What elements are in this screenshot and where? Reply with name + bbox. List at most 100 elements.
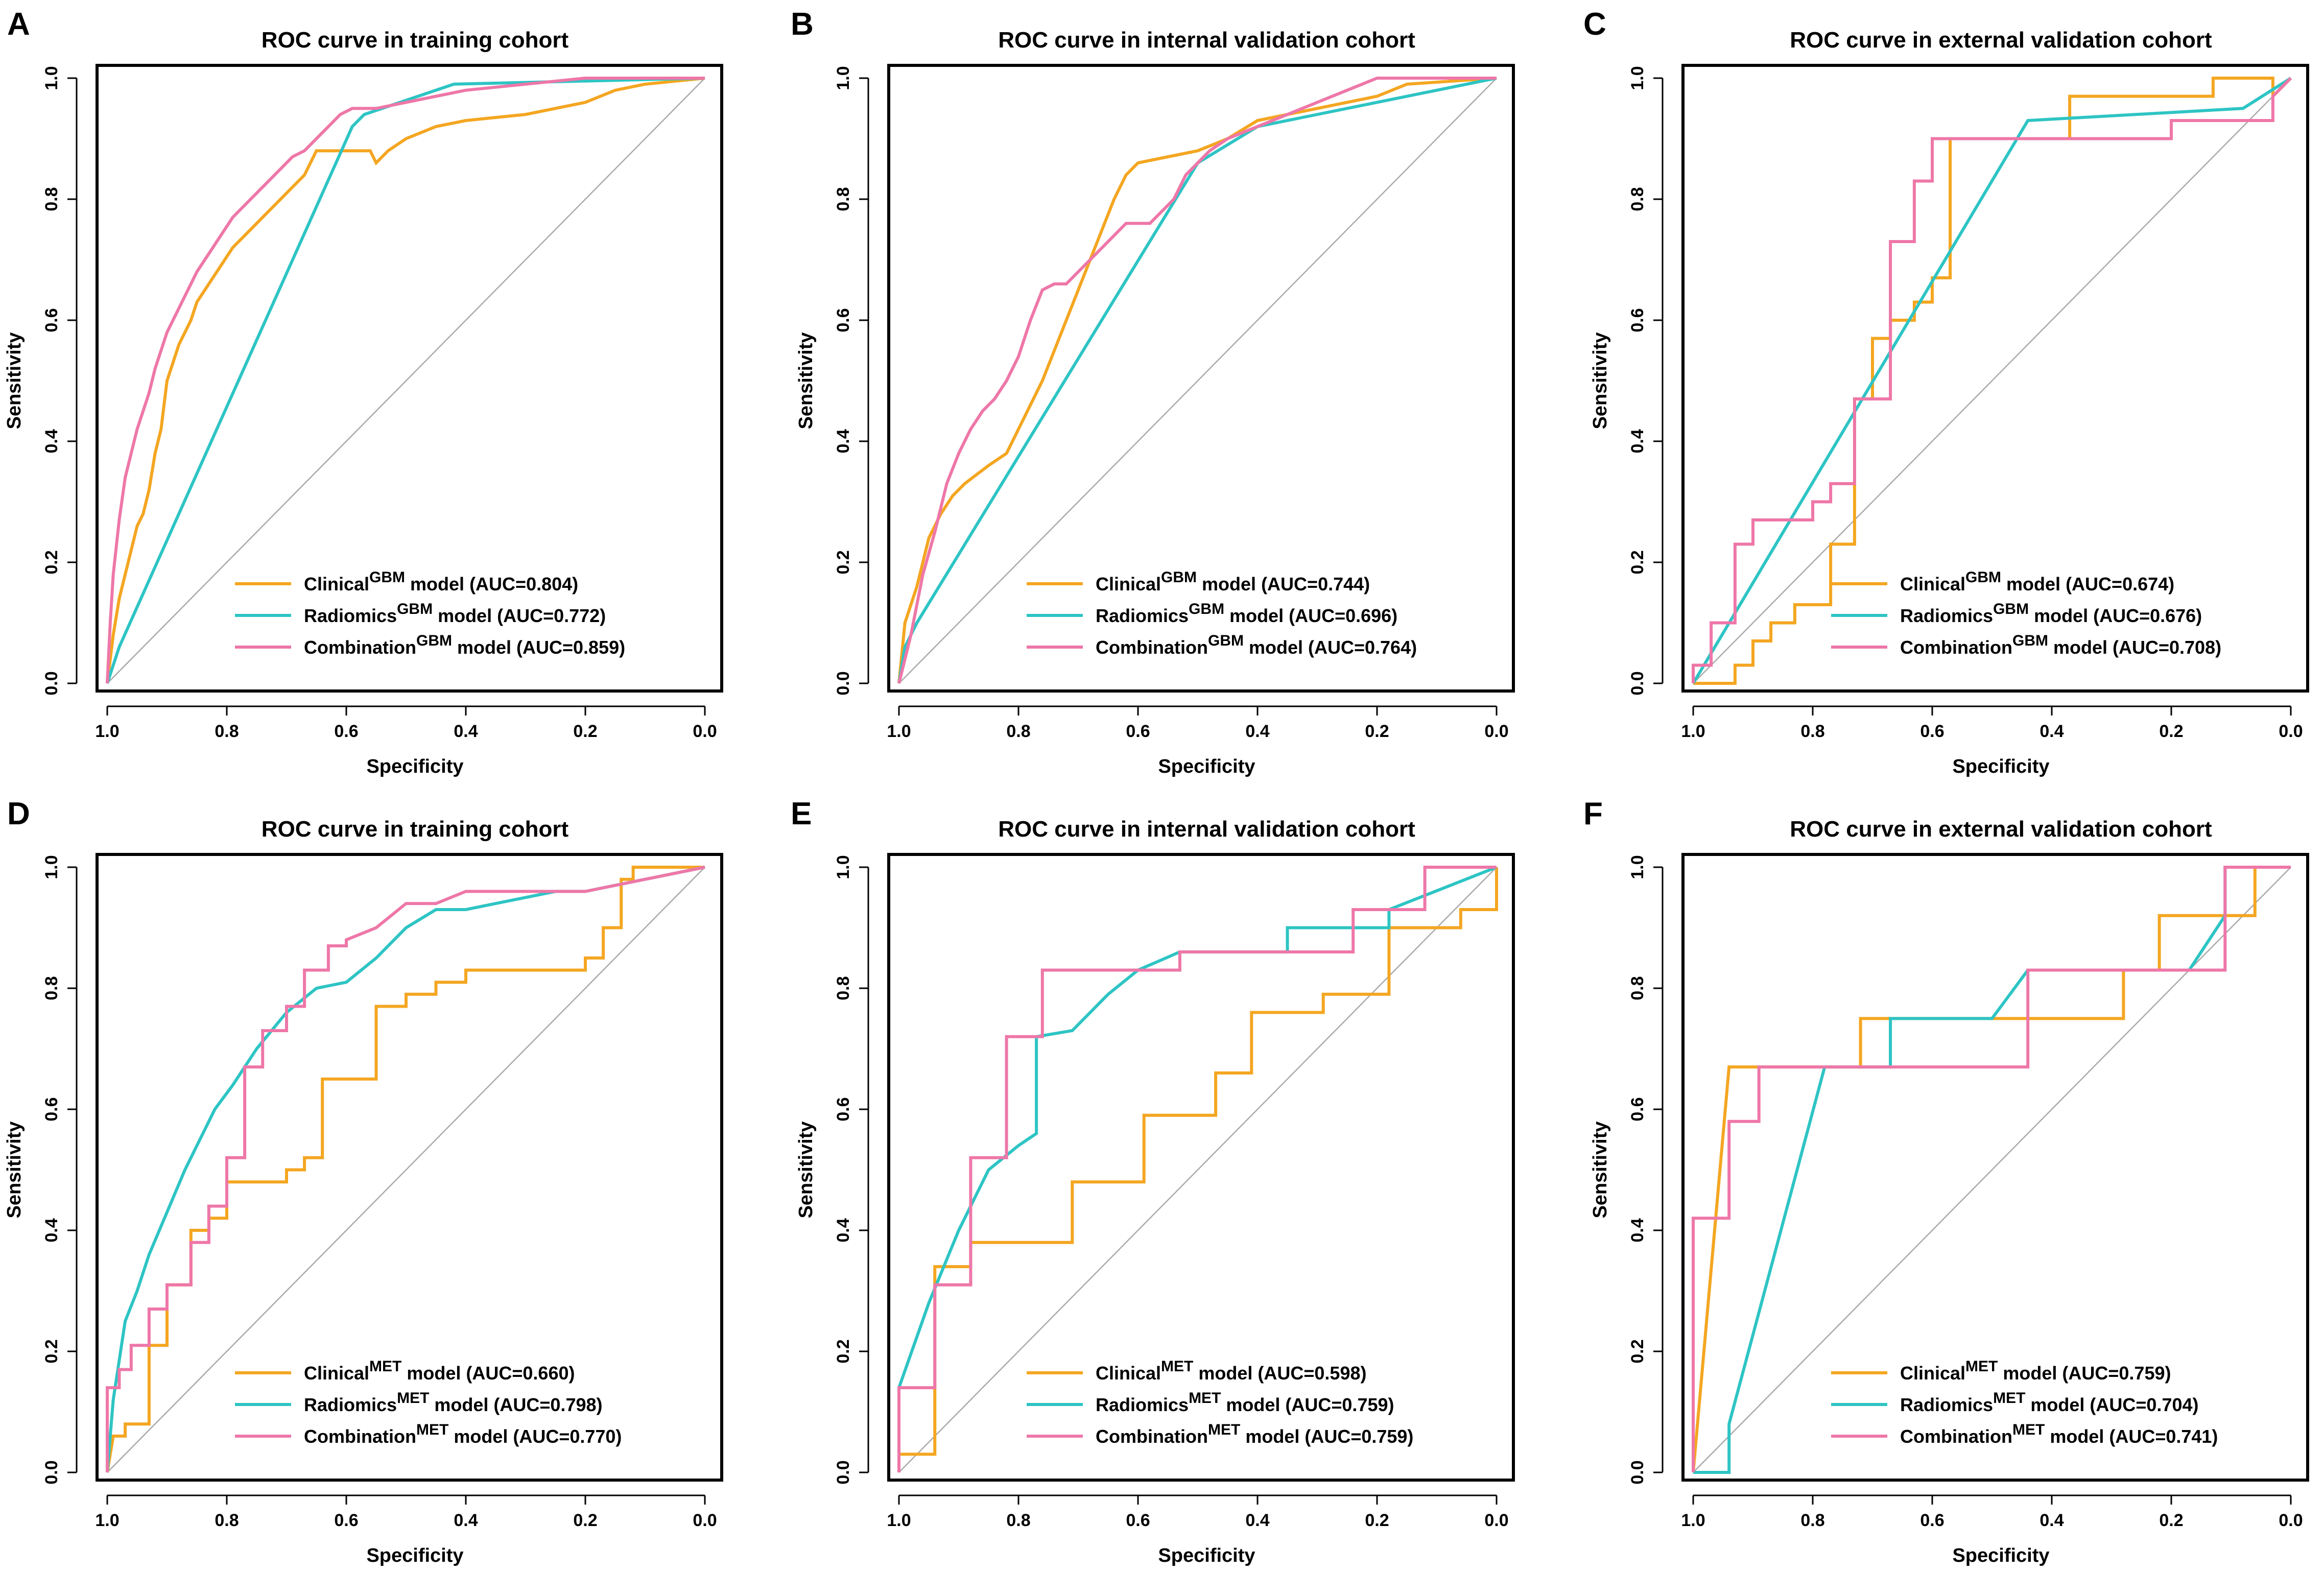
x-tick-label: 0.0 [2279, 1511, 2303, 1530]
legend-entry-clinical: ClinicalMET model (AUC=0.598) [1096, 1358, 1366, 1384]
legend-name: Radiomics [1096, 605, 1189, 626]
series-line-radiomics [897, 866, 1498, 1389]
x-tick-label: 0.2 [1365, 1511, 1389, 1530]
x-tick-label: 0.4 [2040, 722, 2064, 741]
legend-entry-combination: CombinationMET model (AUC=0.770) [304, 1421, 622, 1447]
x-tick-label: 0.4 [1245, 722, 1269, 741]
y-axis-label: Sensitivity [1590, 1121, 1611, 1218]
reference-diagonal [107, 78, 705, 684]
legend-entry-radiomics: RadiomicsGBM model (AUC=0.772) [304, 601, 606, 626]
legend-name: Clinical [1096, 574, 1161, 594]
y-tick-label: 0.8 [42, 976, 61, 1000]
legend-name: Combination [1096, 1426, 1208, 1447]
chart-title: ROC curve in external validation cohort [1790, 28, 2212, 53]
y-tick-label: 0.0 [834, 1460, 853, 1484]
series-line-combination [897, 866, 1497, 1472]
x-tick-label: 0.6 [334, 1511, 358, 1530]
reference-diagonal [1693, 78, 2291, 684]
x-tick-label: 0.6 [334, 722, 358, 741]
plot-frame [1681, 64, 2309, 693]
legend-entry-combination: CombinationGBM model (AUC=0.764) [1096, 632, 1417, 658]
panel-letter: F [1583, 796, 1603, 831]
panel-letter: C [1583, 7, 1606, 42]
y-tick-label: 0.6 [834, 308, 853, 332]
legend-suffix: model (AUC=0.772) [433, 605, 606, 626]
legend-entry-radiomics: RadiomicsGBM model (AUC=0.696) [1096, 601, 1397, 626]
x-tick-label: 0.0 [1484, 1511, 1508, 1530]
legend-suffix: model (AUC=0.741) [2045, 1426, 2218, 1447]
x-tick-label: 1.0 [95, 722, 119, 741]
x-tick-label: 0.2 [573, 1511, 597, 1530]
legend-suffix: model (AUC=0.759) [1998, 1363, 2171, 1384]
plot-frame [887, 64, 1515, 693]
legend-entry-clinical: ClinicalMET model (AUC=0.759) [1900, 1358, 2171, 1384]
y-tick-label: 0.2 [1628, 1339, 1647, 1363]
x-tick-label: 0.0 [2279, 722, 2303, 741]
legend-suffix: model (AUC=0.674) [2001, 574, 2174, 594]
x-tick-label: 0.6 [1920, 1511, 1944, 1530]
x-axis-label: Specificity [1952, 756, 2049, 777]
legend-entry-clinical: ClinicalMET model (AUC=0.660) [304, 1358, 575, 1384]
x-tick-label: 0.6 [1126, 1511, 1150, 1530]
series-line-clinical [897, 867, 1498, 1472]
y-axis-label: Sensitivity [4, 332, 25, 429]
legend-superscript: MET [397, 1390, 429, 1407]
y-tick-label: 1.0 [42, 66, 61, 90]
roc-panel-gbm-3: C ROC curve in external validation cohort… [1583, 7, 2309, 777]
x-tick-label: 0.4 [1245, 1511, 1269, 1530]
legend-name: Combination [304, 1426, 416, 1447]
legend-suffix: model (AUC=0.696) [1224, 605, 1397, 626]
roc-panel-gbm-2: B ROC curve in internal validation cohort… [791, 7, 1515, 777]
y-tick-label: 0.0 [42, 671, 61, 695]
y-tick-label: 0.2 [834, 550, 853, 574]
x-tick-label: 0.8 [215, 1511, 239, 1530]
x-tick-label: 1.0 [1681, 1511, 1705, 1530]
chart-title: ROC curve in internal validation cohort [998, 817, 1415, 842]
legend-superscript: MET [1161, 1358, 1193, 1375]
series-line-clinical [106, 77, 705, 684]
reference-diagonal [1693, 867, 2291, 1473]
chart-title: ROC curve in training cohort [262, 28, 569, 53]
legend-superscript: GBM [416, 632, 452, 649]
y-tick-label: 0.4 [834, 1218, 853, 1242]
y-tick-label: 0.6 [1628, 308, 1647, 332]
chart-title: ROC curve in external validation cohort [1790, 817, 2212, 842]
legend-name: Radiomics [1900, 605, 1993, 626]
legend-entry-radiomics: RadiomicsMET model (AUC=0.798) [304, 1390, 603, 1415]
y-axis-label: Sensitivity [1590, 332, 1611, 429]
series-line-combination [1692, 77, 2292, 683]
y-tick-label: 0.6 [42, 1097, 61, 1121]
legend-suffix: model (AUC=0.798) [429, 1394, 602, 1415]
legend-entry-combination: CombinationMET model (AUC=0.741) [1900, 1421, 2218, 1447]
legend-name: Combination [1900, 637, 2012, 658]
legend-suffix: model (AUC=0.744) [1197, 574, 1370, 594]
y-tick-label: 1.0 [834, 66, 853, 90]
y-tick-label: 0.4 [834, 429, 853, 453]
legend-superscript: MET [1993, 1390, 2025, 1407]
x-tick-label: 0.4 [454, 722, 478, 741]
legend-suffix: model (AUC=0.859) [452, 637, 625, 658]
y-tick-label: 0.8 [42, 187, 61, 211]
legend-suffix: model (AUC=0.704) [2025, 1394, 2198, 1415]
legend-name: Clinical [304, 574, 369, 594]
legend-suffix: model (AUC=0.759) [1221, 1394, 1394, 1415]
legend-name: Radiomics [304, 1394, 397, 1415]
legend-superscript: GBM [397, 601, 433, 617]
x-axis-label: Specificity [366, 1545, 463, 1566]
y-tick-label: 1.0 [834, 855, 853, 879]
y-axis-label: Sensitivity [4, 1121, 25, 1218]
legend-name: Clinical [1900, 1363, 1965, 1384]
chart-title: ROC curve in internal validation cohort [998, 28, 1415, 53]
y-tick-label: 0.8 [834, 187, 853, 211]
reference-diagonal [107, 867, 705, 1473]
panel-letter: E [791, 796, 812, 831]
legend-suffix: model (AUC=0.676) [2029, 605, 2202, 626]
series-line-combination [1692, 866, 2291, 1472]
legend-suffix: model (AUC=0.708) [2048, 637, 2221, 658]
legend-name: Clinical [304, 1363, 369, 1384]
legend-entry-clinical: ClinicalGBM model (AUC=0.674) [1900, 569, 2174, 594]
y-tick-label: 1.0 [42, 855, 61, 879]
legend-superscript: GBM [2012, 632, 2048, 649]
legend-name: Radiomics [1900, 1394, 1993, 1415]
legend-suffix: model (AUC=0.759) [1240, 1426, 1413, 1447]
